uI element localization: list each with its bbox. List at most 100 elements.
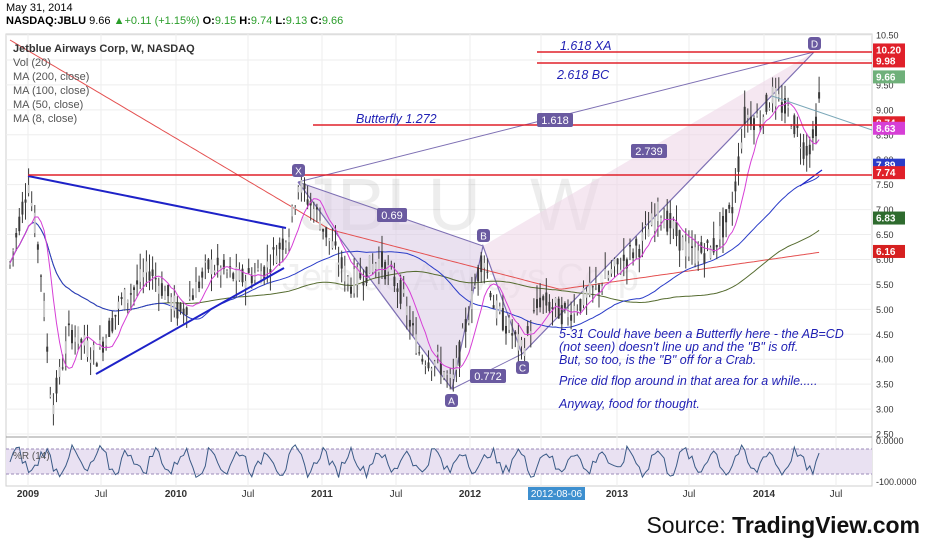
candle-body xyxy=(309,200,312,206)
source-brand[interactable]: TradingView.com xyxy=(732,512,920,538)
candle-body xyxy=(622,254,625,261)
x-tick-label: 2013 xyxy=(606,489,629,500)
close-label: C: xyxy=(310,15,322,27)
candle-body xyxy=(114,314,117,317)
annotation-text: 5-31 Could have been a Butterfly here - … xyxy=(558,327,844,411)
candle-body xyxy=(74,337,77,342)
osc-label: %R (14) xyxy=(13,451,50,462)
candle-body xyxy=(672,221,675,229)
candle-body xyxy=(346,276,349,284)
candle-body xyxy=(77,326,80,344)
symbol[interactable]: NASDAQ:JBLU xyxy=(6,15,87,27)
candle-body xyxy=(319,220,321,230)
open-value: 9.15 xyxy=(214,15,237,27)
candle-body xyxy=(67,323,70,326)
candle-body xyxy=(446,373,449,375)
candle-body xyxy=(520,340,523,347)
candle-body xyxy=(15,232,18,238)
candle-body xyxy=(362,282,365,286)
ratio-1-618-text: 1.618 xyxy=(541,115,569,127)
candle-body xyxy=(753,118,755,131)
candle-body xyxy=(278,242,281,250)
candle-body xyxy=(492,305,495,309)
candle-body xyxy=(129,293,132,295)
candle-body xyxy=(120,297,123,299)
candle-body xyxy=(470,291,473,310)
candle-body xyxy=(467,320,470,324)
candle-body xyxy=(517,334,520,351)
up-arrow-icon: ▲ xyxy=(113,15,125,27)
candle-body xyxy=(526,326,529,334)
candle-body xyxy=(139,269,142,282)
candle-body xyxy=(384,261,387,280)
candle-body xyxy=(594,282,597,284)
legend-item[interactable]: MA (8, close) xyxy=(13,113,77,125)
trendline-short-bottom xyxy=(799,169,823,187)
candle-body xyxy=(514,331,517,335)
candle-body xyxy=(619,269,622,273)
y-tick-label: 5.00 xyxy=(876,305,894,315)
candle-body xyxy=(61,367,64,369)
candle-body xyxy=(576,310,579,312)
point-b: B xyxy=(477,229,490,243)
candle-body xyxy=(250,275,253,284)
legend-item[interactable]: Vol (20) xyxy=(13,57,51,69)
osc-band xyxy=(6,449,872,474)
candle-body xyxy=(684,241,687,257)
candle-body xyxy=(508,317,511,330)
candle-body xyxy=(749,116,752,126)
point-x: X xyxy=(292,164,305,178)
price-tag-box xyxy=(873,70,905,84)
candle-body xyxy=(154,277,157,280)
candle-body xyxy=(635,238,638,246)
candle-body xyxy=(505,325,507,334)
legend-item[interactable]: MA (50, close) xyxy=(13,99,83,111)
candle-body xyxy=(718,226,721,240)
candle-body xyxy=(458,341,461,366)
x-tick-label: 2010 xyxy=(165,489,188,500)
candle-body xyxy=(334,241,337,246)
candle-body xyxy=(585,291,588,298)
x-tick-label: 2012 xyxy=(459,489,482,500)
candle-body xyxy=(511,333,514,336)
candle-body xyxy=(443,372,445,378)
candle-body xyxy=(241,268,244,283)
annotation-line-5: Anyway, food for thought. xyxy=(558,397,700,411)
x-axis: 2009Jul2010Jul2011Jul2012Jul2013Jul2014J… xyxy=(17,489,843,500)
annotation-line-1: 5-31 Could have been a Butterfly here - … xyxy=(559,327,844,341)
y-tick-label: 10.50 xyxy=(876,31,899,41)
candle-body xyxy=(734,181,737,192)
quote-line: NASDAQ:JBLU 9.66 ▲+0.11 (+1.15%) O:9.15 … xyxy=(6,15,343,27)
candle-body xyxy=(213,270,216,273)
candle-body xyxy=(439,362,442,375)
candle-body xyxy=(198,281,201,289)
candle-body xyxy=(474,285,476,288)
candle-body xyxy=(284,242,287,249)
candle-body xyxy=(337,262,340,265)
legend-item[interactable]: MA (200, close) xyxy=(13,71,89,83)
legend-item[interactable]: MA (100, close) xyxy=(13,85,89,97)
open-label: O: xyxy=(202,15,215,27)
candle-body xyxy=(551,307,554,310)
x-tick-label: 2014 xyxy=(753,489,776,500)
y-tick-label: 9.00 xyxy=(876,105,894,115)
candle-body xyxy=(257,268,259,271)
candle-body xyxy=(226,271,228,273)
candle-body xyxy=(759,125,762,128)
candle-body xyxy=(464,319,467,332)
candle-body xyxy=(455,357,458,370)
candle-body xyxy=(545,292,548,306)
candle-body xyxy=(790,127,793,129)
candle-body xyxy=(300,180,303,193)
candle-body xyxy=(306,199,309,205)
candle-body xyxy=(210,259,213,275)
ratio-0-772: 0.772 xyxy=(470,369,506,383)
candle-body xyxy=(374,263,377,270)
candle-body xyxy=(396,288,399,292)
candle-body xyxy=(331,241,334,249)
price-tag-box xyxy=(873,211,905,225)
candle-body xyxy=(483,262,486,268)
candle-body xyxy=(616,258,619,265)
